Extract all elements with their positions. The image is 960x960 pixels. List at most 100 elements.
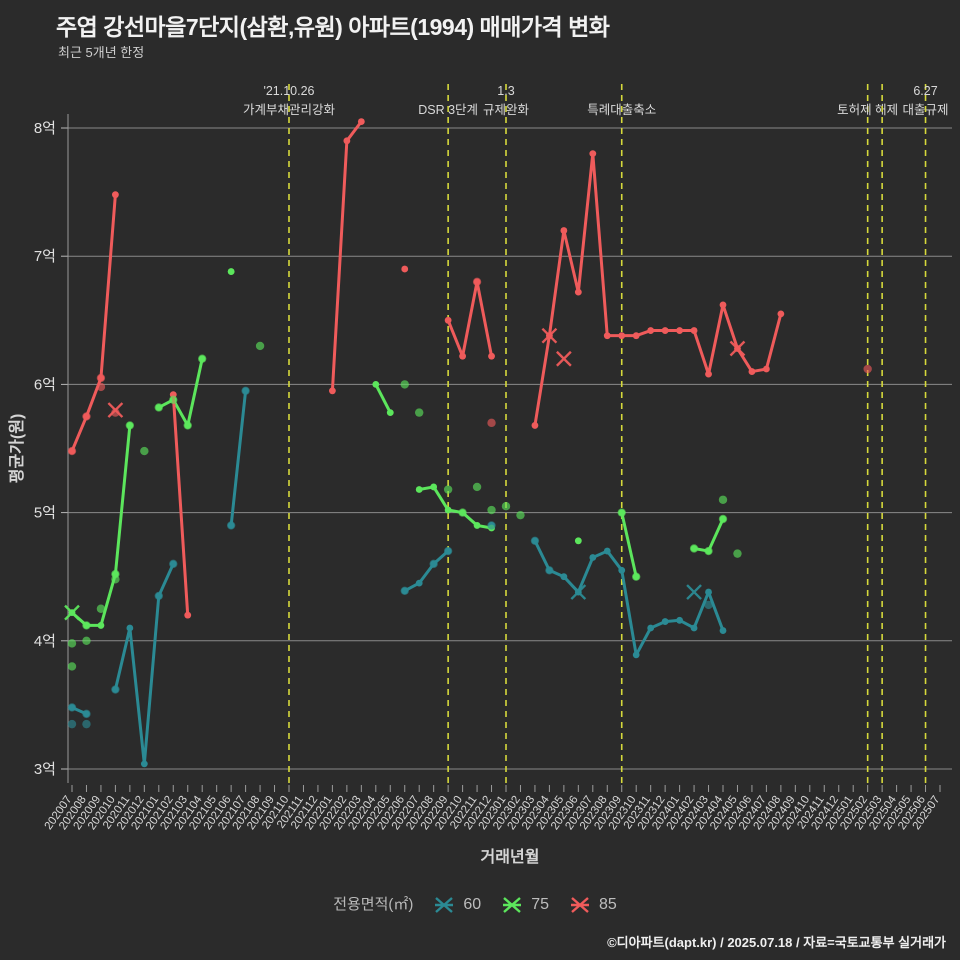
series-line <box>620 511 638 579</box>
scatter-point <box>255 341 265 351</box>
scatter-point <box>154 591 163 601</box>
series-vertex <box>719 301 727 309</box>
series-vertex <box>574 288 582 296</box>
scatter-point <box>704 600 713 610</box>
x-axis: 2020072020082020092020102020112020122021… <box>43 785 942 832</box>
scatter-point <box>154 403 163 412</box>
series-vertex <box>719 627 727 634</box>
series-line <box>171 393 190 617</box>
series-vertex <box>763 365 770 373</box>
series-line <box>70 423 132 627</box>
annotation-label-line2: 대출규제 <box>903 103 949 117</box>
scatter-point <box>429 559 438 569</box>
scatter-point <box>241 386 250 396</box>
scatter-point <box>545 566 554 575</box>
scatter-point <box>96 382 106 392</box>
scatter-x-marker <box>729 340 746 357</box>
annotation-label-line2: 특례대출축소 <box>587 103 656 117</box>
series-vertex <box>690 624 698 632</box>
page-title: 주엽 강선마을7단지(삼환,유원) 아파트(1994) 매매가격 변화 <box>56 14 610 40</box>
series-vertex <box>140 760 148 768</box>
scatter-point <box>487 521 496 530</box>
series-vertex <box>343 137 351 145</box>
series-vertex <box>329 387 336 395</box>
series-vertex <box>415 486 423 493</box>
scatter-point <box>111 408 120 417</box>
scatter-point <box>718 495 728 504</box>
scatter-point <box>472 277 482 287</box>
series-vertex <box>574 537 582 545</box>
series-vertex <box>112 191 119 199</box>
scatter-point <box>82 719 91 729</box>
scatter-point <box>487 505 496 515</box>
annotation-label-line2: 토허제 해제 <box>837 103 898 117</box>
scatter-point <box>863 364 872 374</box>
scatter-point <box>516 510 525 520</box>
scatter-point <box>501 501 511 511</box>
y-tick-label: 8억 <box>34 120 56 137</box>
series-vertex <box>444 316 452 324</box>
series-line <box>157 357 204 427</box>
series-line <box>417 485 494 530</box>
series-vertex <box>777 310 785 318</box>
series-vertex <box>632 651 640 659</box>
annotation-label-line1: '21.10.26 <box>263 84 314 98</box>
scatter-point <box>169 559 178 569</box>
series-vertex <box>444 506 452 514</box>
series-vertex <box>632 332 640 340</box>
series-line <box>692 517 725 553</box>
legend-item-label: 75 <box>531 896 549 914</box>
scatter-point <box>67 703 77 712</box>
annotation-label-line2: 가계부채관리강화 <box>243 103 336 117</box>
y-tick-label: 5억 <box>34 505 56 522</box>
series-line <box>374 382 392 415</box>
series-vertex <box>560 573 568 581</box>
series-vertex <box>603 547 611 555</box>
y-tick-label: 3억 <box>34 761 56 778</box>
scatter-point <box>226 521 236 530</box>
legend-marker-icon <box>435 897 454 913</box>
scatter-point <box>67 446 77 456</box>
series-vertex <box>97 622 105 629</box>
scatter-point <box>689 544 699 553</box>
y-gridlines: 3억 4억 5억 6억 7억 8억 <box>34 120 952 778</box>
series-vertex <box>401 265 409 273</box>
y-tick-label: 7억 <box>34 248 56 265</box>
legend-item-85[interactable]: 85 <box>569 895 617 915</box>
series-line <box>533 539 725 657</box>
scatter-x-marker <box>64 604 80 621</box>
series-vertex <box>661 327 669 334</box>
scatter-point <box>67 639 77 648</box>
series-line <box>229 389 248 527</box>
annotation-label-line1: 1.3 <box>497 84 514 98</box>
scatter-x-marker <box>570 584 587 600</box>
series-vertex <box>603 332 611 340</box>
series-vertex <box>459 352 466 360</box>
y-tick-label: 6억 <box>34 376 56 393</box>
scatter-point <box>415 408 424 417</box>
series-line <box>113 562 175 766</box>
legend-item-60[interactable]: 60 <box>433 895 481 915</box>
series-vertex <box>372 381 380 388</box>
scatter-point <box>82 709 91 719</box>
scatter-point <box>733 549 742 558</box>
scatter-point <box>487 418 496 428</box>
scatter-point <box>111 685 120 694</box>
scatter-point <box>140 446 149 456</box>
scatter-point <box>67 719 77 729</box>
legend-item-75[interactable]: 75 <box>501 895 549 915</box>
annotations: '21.10.26 가계부채관리강화 DSR 3단계 1.3 규제완화 특례대출축소 토허제… <box>243 84 949 785</box>
series-vertex <box>647 327 655 334</box>
scatter-point <box>96 604 106 613</box>
scatter-x-marker <box>556 350 572 367</box>
footer-credit: ©디아파트(dapt.kr) / 2025.07.18 / 자료=국토교통부 실… <box>607 935 946 950</box>
series-vertex <box>647 624 655 632</box>
series-vertex <box>676 616 683 624</box>
series-vertex <box>357 118 365 125</box>
annotation-label-line2: 규제완화 <box>483 103 530 117</box>
transaction-scatter <box>64 277 872 729</box>
scatter-x-marker <box>541 327 558 344</box>
series-line <box>446 280 494 358</box>
scatter-point <box>458 508 467 517</box>
